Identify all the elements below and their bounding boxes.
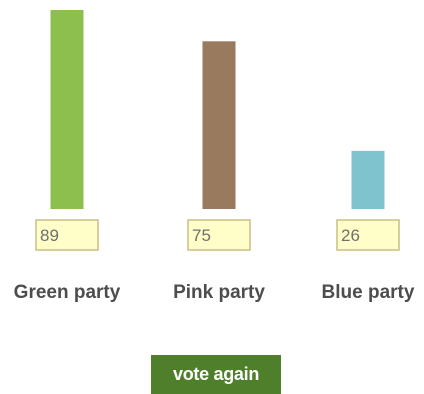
category-label-blue-party: Blue party — [322, 282, 415, 303]
value-label-pink-party: 75 — [192, 226, 211, 245]
value-label-blue-party: 26 — [341, 226, 360, 245]
value-label-green-party: 89 — [40, 226, 59, 245]
bar-green-party — [50, 10, 84, 209]
bar-pink-party — [202, 41, 236, 209]
value-box-blue-party — [336, 219, 400, 251]
category-label-pink-party: Pink party — [173, 282, 265, 303]
value-box-pink-party — [187, 219, 251, 251]
value-box-green-party — [35, 219, 99, 251]
vote-again-button[interactable]: vote again — [151, 355, 281, 394]
bar-blue-party — [351, 150, 385, 209]
category-label-green-party: Green party — [14, 282, 121, 303]
